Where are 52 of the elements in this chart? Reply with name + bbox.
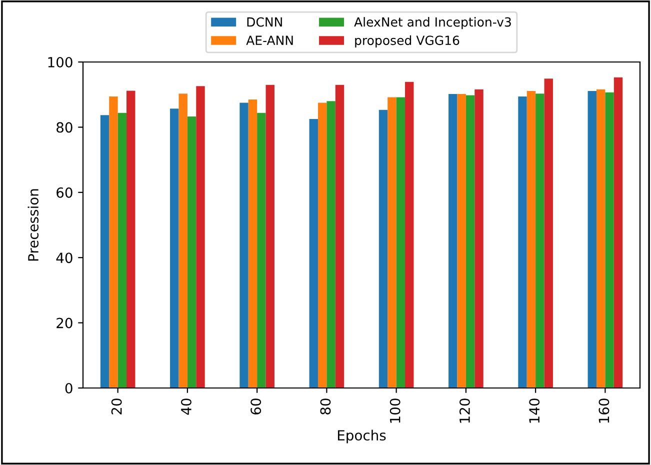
legend-label: proposed VGG16 [355, 35, 460, 48]
bar [596, 89, 606, 388]
bar [178, 94, 188, 388]
bar [326, 101, 336, 388]
y-tick-label: 100 [48, 56, 72, 68]
bar [266, 84, 274, 388]
legend-label: DCNN [247, 17, 282, 27]
bar [309, 119, 318, 388]
x-tick-label: 100 [390, 398, 400, 423]
bar [518, 96, 527, 388]
bar [588, 91, 596, 388]
bar [248, 99, 258, 388]
bar [240, 102, 248, 388]
bar [187, 116, 196, 388]
bar [457, 94, 466, 388]
bar [335, 84, 344, 388]
bar [388, 97, 396, 388]
bar [318, 102, 327, 388]
x-tick-label: 120 [459, 398, 470, 423]
bar [614, 77, 623, 388]
bar [466, 95, 475, 388]
bar [170, 108, 179, 388]
bar [396, 97, 406, 388]
bar [126, 90, 136, 388]
bar [448, 94, 458, 388]
x-tick-label: 40 [180, 398, 192, 415]
y-tick-label: 0 [65, 382, 72, 394]
bar [405, 82, 414, 388]
bar [118, 112, 127, 388]
bar [100, 115, 110, 388]
y-axis-title: Precession [28, 189, 39, 261]
bar [536, 94, 544, 388]
bar [257, 112, 266, 388]
x-tick-label: 140 [529, 398, 540, 423]
x-tick-label: 80 [320, 398, 331, 414]
bar [109, 96, 118, 388]
x-axis-title: Epochs [338, 430, 386, 444]
x-tick-label: 20 [111, 398, 122, 414]
y-tick-label: 60 [56, 187, 72, 198]
bar [378, 110, 388, 388]
bar [544, 78, 553, 388]
bar [526, 91, 536, 388]
bar [196, 86, 205, 388]
x-tick-label: 160 [598, 398, 610, 423]
y-tick-label: 20 [56, 318, 72, 328]
y-tick-label: 80 [56, 122, 72, 133]
bar [474, 89, 484, 388]
x-tick-label: 60 [250, 398, 262, 414]
y-tick-label: 40 [56, 252, 72, 264]
legend-label: AlexNet and Inception-v3 [354, 17, 511, 30]
legend-label: AE-ANN [246, 36, 293, 45]
bar [605, 92, 614, 388]
